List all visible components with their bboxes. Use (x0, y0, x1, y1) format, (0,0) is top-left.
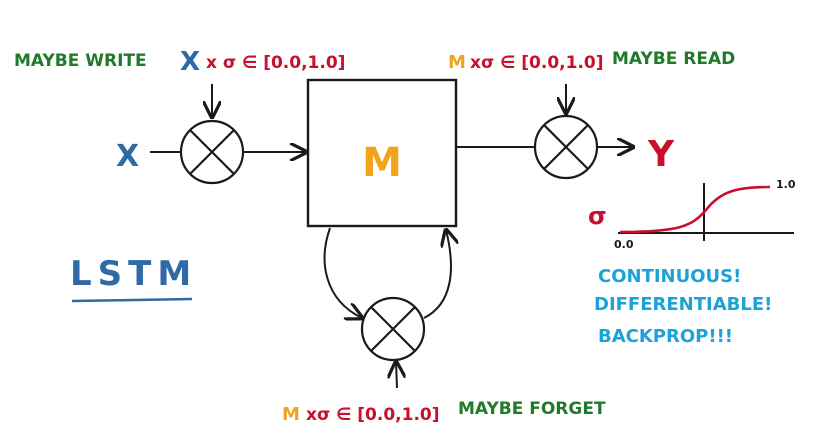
memory-m-label: M (362, 140, 402, 186)
forget-m-label: M (282, 404, 300, 425)
lstm-title: LSTM (70, 254, 197, 294)
maybe-write-label: MAYBE WRITE (14, 51, 147, 71)
forget-sigma-range-label: xσ ∈ [0.0,1.0] (306, 405, 440, 425)
memory-cell-box (306, 78, 458, 228)
write-gate (179, 84, 245, 185)
multiply-gate-icon (533, 114, 599, 180)
write-sigma-range-label: x σ ∈ [0.0,1.0] (206, 53, 345, 73)
multiply-gate-icon (179, 119, 245, 185)
sigmoid-curve (619, 185, 771, 234)
note-backprop: BACKPROP!!! (598, 326, 733, 347)
sigmoid-high-label: 1.0 (776, 178, 796, 191)
maybe-read-label: MAYBE READ (612, 49, 735, 69)
maybe-forget-label: MAYBE FORGET (458, 399, 606, 419)
multiply-gate-icon (360, 296, 426, 362)
sigmoid-plot: σ 0.0 1.0 (588, 178, 796, 251)
write-x-label: X (180, 47, 200, 77)
sigmoid-low-label: 0.0 (614, 238, 634, 251)
input-x-label: X (116, 139, 139, 174)
lstm-title-underline (71, 297, 193, 303)
read-sigma-range-label: xσ ∈ [0.0,1.0] (470, 53, 604, 73)
read-m-label: M (448, 52, 466, 73)
sigma-symbol: σ (588, 202, 607, 230)
output-y-label: Y (647, 134, 675, 175)
note-differentiable: DIFFERENTIABLE! (594, 294, 772, 315)
note-continuous: CONTINUOUS! (598, 266, 741, 287)
memory-to-forget-arrow (323, 227, 362, 318)
read-gate (533, 84, 599, 180)
forget-to-memory-arrow (423, 230, 451, 319)
forget-gate-control-arrow (396, 362, 397, 389)
forget-gate (360, 296, 426, 389)
